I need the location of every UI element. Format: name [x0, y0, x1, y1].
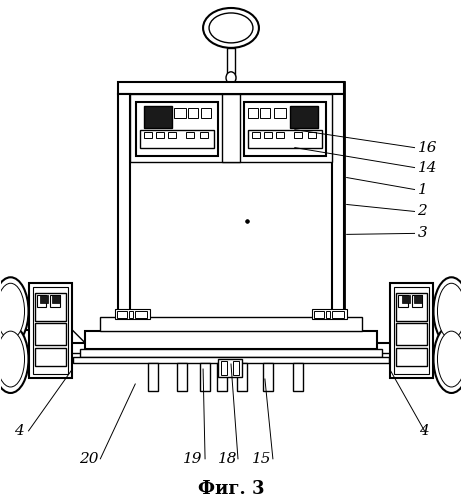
Bar — [177, 363, 187, 391]
Bar — [276, 132, 284, 138]
Bar — [116, 309, 150, 319]
Ellipse shape — [438, 284, 462, 339]
Bar — [274, 108, 286, 118]
Bar — [227, 48, 235, 80]
Ellipse shape — [433, 325, 462, 393]
Bar — [35, 348, 67, 366]
Bar — [221, 361, 227, 375]
Bar — [412, 295, 421, 307]
Ellipse shape — [433, 278, 462, 345]
Bar — [32, 288, 68, 374]
Bar — [29, 284, 73, 378]
Ellipse shape — [0, 331, 24, 387]
Bar — [394, 288, 430, 374]
Bar — [118, 82, 344, 331]
Text: 2: 2 — [418, 204, 427, 218]
Bar — [35, 293, 67, 321]
Bar — [252, 132, 260, 138]
Bar — [326, 311, 330, 318]
Bar — [222, 94, 240, 162]
Bar — [168, 132, 176, 138]
Bar — [140, 130, 214, 148]
Text: 15: 15 — [252, 452, 272, 466]
Ellipse shape — [438, 331, 462, 387]
Bar — [218, 359, 242, 377]
Bar — [201, 108, 211, 118]
Bar — [53, 295, 61, 303]
Bar — [332, 94, 344, 331]
Bar — [188, 108, 198, 118]
Ellipse shape — [209, 13, 253, 43]
Bar — [237, 363, 247, 391]
Text: 4: 4 — [419, 424, 429, 438]
Bar — [200, 132, 208, 138]
Bar — [174, 108, 186, 118]
Bar — [36, 295, 47, 307]
Bar — [156, 132, 164, 138]
Ellipse shape — [0, 325, 29, 393]
Text: 20: 20 — [79, 452, 98, 466]
Bar — [144, 106, 172, 128]
Bar — [332, 311, 344, 318]
Bar — [100, 317, 362, 331]
Bar — [41, 295, 49, 303]
Bar — [263, 363, 273, 391]
Bar — [129, 311, 133, 318]
Bar — [248, 130, 322, 148]
Bar — [117, 311, 127, 318]
Bar — [200, 363, 210, 391]
Bar — [130, 94, 332, 162]
Bar — [314, 311, 324, 318]
Bar — [248, 108, 258, 118]
Text: 1: 1 — [418, 182, 427, 196]
Bar — [85, 331, 377, 349]
Bar — [217, 363, 227, 391]
Text: 18: 18 — [218, 452, 238, 466]
Bar — [290, 106, 318, 128]
Bar — [118, 82, 344, 94]
Bar — [144, 132, 152, 138]
Bar — [244, 102, 326, 156]
Text: 4: 4 — [14, 424, 24, 438]
Ellipse shape — [0, 278, 29, 345]
Bar — [294, 132, 302, 138]
Bar — [80, 349, 382, 357]
Bar — [401, 295, 409, 303]
Bar — [136, 102, 218, 156]
Bar — [389, 284, 433, 378]
Bar — [264, 132, 272, 138]
Text: Фиг. 3: Фиг. 3 — [198, 480, 264, 498]
Bar — [395, 323, 427, 345]
Text: 14: 14 — [418, 160, 437, 174]
Bar — [398, 295, 407, 307]
Bar — [50, 295, 61, 307]
Text: 3: 3 — [418, 226, 427, 240]
Bar — [233, 361, 239, 375]
Ellipse shape — [0, 284, 24, 339]
Text: 16: 16 — [418, 140, 437, 154]
Bar — [35, 323, 67, 345]
Ellipse shape — [203, 8, 259, 48]
Bar — [293, 363, 303, 391]
Bar — [135, 311, 147, 318]
Bar — [395, 293, 427, 321]
Bar — [186, 132, 194, 138]
Bar — [260, 108, 270, 118]
Bar — [148, 363, 158, 391]
Bar — [395, 348, 427, 366]
Bar — [118, 94, 130, 331]
Bar — [73, 357, 389, 363]
Bar — [308, 132, 316, 138]
Text: 19: 19 — [183, 452, 203, 466]
Bar — [312, 309, 346, 319]
Ellipse shape — [226, 72, 236, 84]
Bar — [413, 295, 421, 303]
